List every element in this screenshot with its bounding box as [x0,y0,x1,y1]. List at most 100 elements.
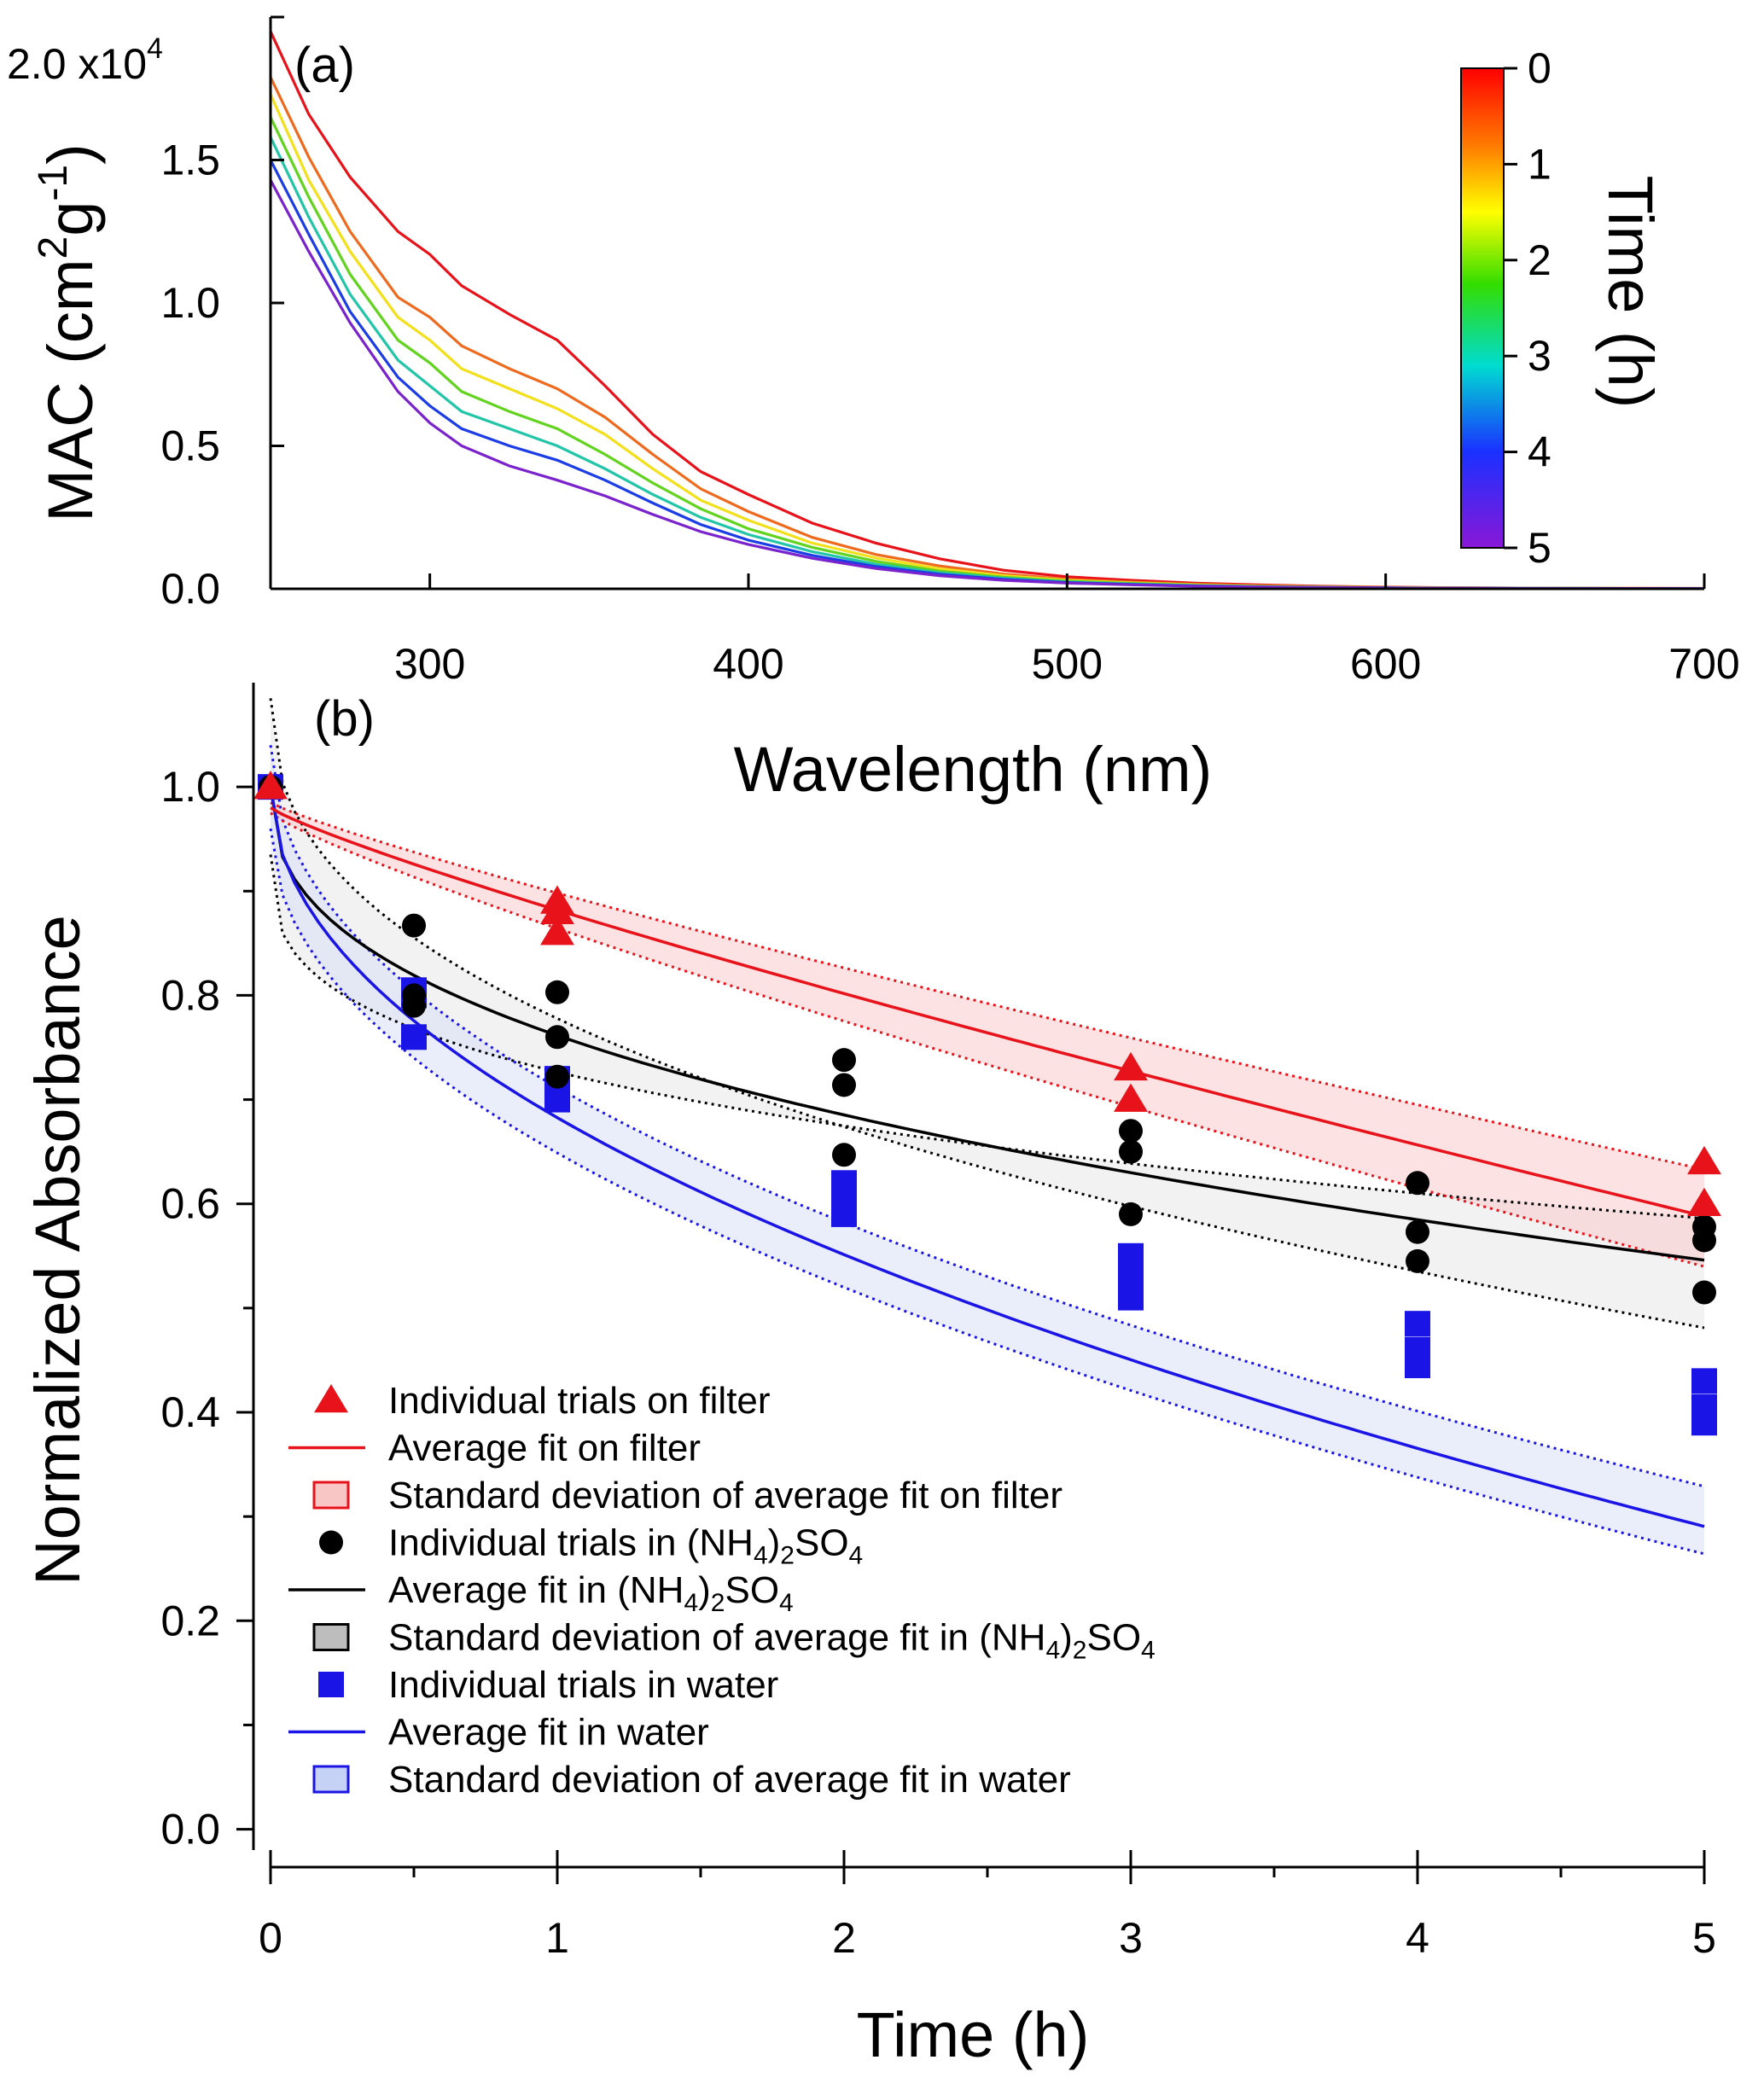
legend-marker-swatch [318,1672,344,1697]
panel-b-x-tick-label: 5 [1692,1914,1716,1962]
trial-point-filter [1687,1145,1721,1175]
panel-b-y-tick-label: 0.8 [160,971,220,1019]
colorbar-tick-label: 4 [1528,428,1552,476]
std-bound-ammonium-upper [269,698,1705,1330]
average-fits [269,786,1705,1528]
legend-label: Standard deviation of average fit in (NH… [388,1617,1156,1665]
colorbar: 0 1 2 3 4 5 Time (h) [1460,44,1666,572]
std-bound-filter-lower [270,812,1705,1268]
trial-point-filter [1114,1051,1148,1081]
panel-a-x-tick-label: 600 [1350,640,1421,688]
trial-point-ammonium [545,1025,569,1050]
panel-b-y-ticks: 0.0 0.2 0.4 0.6 0.8 1.0 [160,763,253,1853]
trial-point-water [1691,1368,1717,1394]
panel-a-y-tick-label: 0.0 [160,565,220,613]
trial-point-ammonium [1119,1119,1143,1143]
trial-point-water [1405,1311,1430,1337]
panel-b-x-tick-label: 3 [1119,1914,1143,1962]
panel-a-y-tick-label: 0.5 [160,422,220,470]
trial-point-filter [253,771,288,800]
panel-a-x-tick-label: 500 [1032,640,1103,688]
colorbar-tick-label: 2 [1528,236,1552,284]
trial-point-ammonium [402,913,426,938]
trial-point-ammonium [832,1143,856,1167]
std-bound-ammonium-lower [269,854,1705,1220]
legend-entry-3: Individual trials in (NH4)2SO4 [319,1522,863,1570]
panel-b-x-axis-title: Time (h) [857,1999,1090,2070]
panel-b-y-axis-title: Normalized Absorbance [22,915,93,1586]
colorbar-tick-label: 5 [1528,524,1552,572]
panel-b-y-tick-label: 0.4 [160,1388,220,1436]
panel-a-x-tick-label: 700 [1668,640,1739,688]
trial-point-water [401,1024,427,1050]
std-dev-bands [271,698,1704,1554]
panel-b-x-tick-label: 4 [1406,1914,1429,1962]
panel-a-x-tick-label: 300 [394,640,465,688]
trial-point-ammonium [1119,1202,1143,1226]
panel-a-y-ticks: 0.0 0.5 1.0 1.5 [160,15,284,613]
colorbar-tick-label: 1 [1528,140,1552,188]
trial-point-water [1405,1353,1430,1379]
panel-a-x-ticks: 300 400 500 600 700 [394,573,1740,688]
std-bound-water-lower [269,828,1705,1556]
legend-label: Average fit on filter [388,1428,701,1469]
legend-entry-0: Individual trials on filter [314,1380,771,1422]
legend: Individual trials on filter Average fit o… [288,1380,1156,1801]
legend-label: Individual trials in water [388,1664,778,1706]
average-fit-filter [270,806,1705,1219]
std-bound-filter-upper [270,801,1705,1171]
panel-a-y-tick-label: 1.5 [160,137,220,184]
average-fit-water [269,786,1705,1528]
legend-marker-swatch [314,1384,348,1413]
trial-point-water [831,1201,857,1227]
panel-b-y-tick-label: 0.0 [160,1806,220,1853]
std-bound-water-upper [269,745,1705,1488]
colorbar-tick-label: 0 [1528,44,1552,92]
panel-a-x-axis-title: Wavelength (nm) [734,734,1213,805]
panel-b-y-tick-label: 0.2 [160,1597,220,1644]
trial-point-ammonium [402,993,426,1018]
panel-a-y-top-tick: 2.0 x104 [7,32,163,88]
legend-entry-6: Individual trials in water [318,1664,778,1706]
legend-label: Average fit in (NH4)2SO4 [388,1569,794,1617]
trial-points [253,771,1721,1436]
std-band-filter [271,802,1704,1267]
panel-a-y-tick-label: 1.0 [160,279,220,327]
trial-point-water [1118,1284,1144,1311]
trial-point-ammonium [545,980,569,1004]
legend-entry-5: Standard deviation of average fit in (NH… [312,1617,1156,1665]
trial-point-water [544,1086,570,1113]
panel-b-x-tick-label: 2 [832,1914,856,1962]
legend-entry-7: Average fit in water [288,1712,709,1754]
legend-marker-swatch [319,1530,343,1555]
panel-a-label: (a) [294,38,355,93]
trial-point-ammonium [1692,1228,1716,1253]
legend-box-swatch [312,1481,350,1510]
trial-point-ammonium [1406,1219,1429,1244]
trial-point-ammonium [1406,1248,1429,1273]
panel-b-x-tick-label: 1 [545,1914,569,1962]
std-dev-bounds [269,698,1705,1556]
panel-b-normalized-absorbance: 0 1 2 3 4 5 0.0 0.2 0.4 0.6 0.8 1.0 (b) Normalized… [22,683,1721,2070]
legend-box-swatch [312,1623,350,1651]
colorbar-tick-label: 3 [1528,332,1552,380]
trial-point-ammonium [1119,1139,1143,1164]
panel-b-x-ticks: 0 1 2 3 4 5 [259,1850,1716,1962]
mac-curves [269,31,1705,591]
trial-point-filter [540,916,574,946]
legend-label: Individual trials in (NH4)2SO4 [388,1522,863,1570]
std-band-ammonium [271,698,1704,1328]
legend-box-swatch [312,1765,350,1794]
trial-point-ammonium [832,1048,856,1073]
trial-point-filter [540,895,574,924]
colorbar-gradient [1460,67,1505,549]
trial-point-ammonium [1692,1280,1716,1305]
colorbar-title: Time (h) [1595,176,1666,409]
panel-b-label: (b) [314,691,375,747]
legend-label: Individual trials on filter [388,1380,771,1422]
panel-b-y-tick-label: 0.6 [160,1180,220,1228]
colorbar-ticks: 0 1 2 3 4 5 [1504,44,1552,572]
panel-a-mac-spectra: 300 400 500 600 700 0.0 0.5 1.0 1.5 2.0 x104 (a… [7,15,1740,805]
panel-a-y-axis-title: MAC (cm2g-1) [31,143,106,522]
